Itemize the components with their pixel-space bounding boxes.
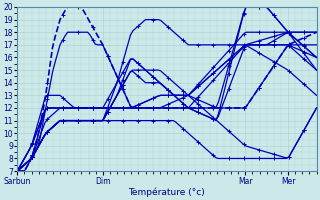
X-axis label: Température (°c): Température (°c) — [129, 187, 205, 197]
